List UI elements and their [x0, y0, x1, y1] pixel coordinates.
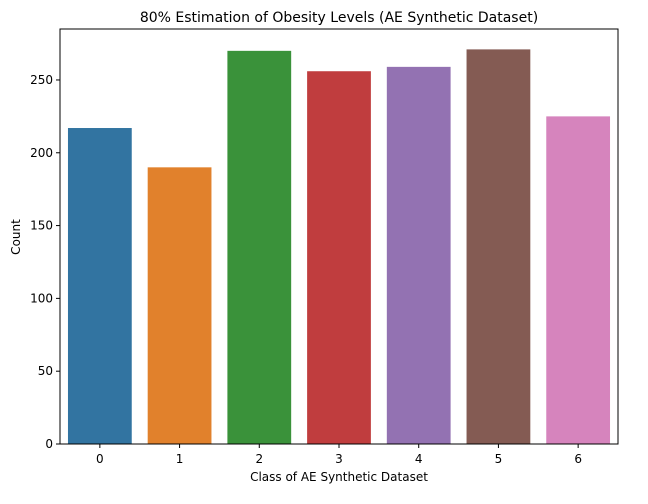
bar-class-3 — [307, 71, 371, 444]
y-tick-label: 150 — [30, 219, 53, 233]
x-tick-label: 1 — [176, 452, 184, 466]
bar-class-5 — [466, 49, 531, 445]
bar-class-2 — [227, 50, 292, 445]
y-tick-label: 250 — [30, 73, 53, 87]
x-tick-label: 5 — [495, 452, 503, 466]
x-tick-label: 0 — [96, 452, 104, 466]
chart-title: 80% Estimation of Obesity Levels (AE Syn… — [140, 10, 538, 26]
y-tick-label: 50 — [38, 364, 53, 378]
x-axis-ticks: 0 1 2 3 4 5 6 — [96, 444, 582, 466]
y-tick-label: 0 — [45, 437, 53, 451]
bar-class-6 — [546, 116, 611, 445]
x-tick-label: 3 — [335, 452, 343, 466]
bar-class-1 — [147, 167, 212, 445]
bar-class-4 — [386, 66, 451, 444]
plot-frame — [59, 28, 619, 445]
x-tick-label: 2 — [255, 452, 263, 466]
x-tick-label: 6 — [574, 452, 582, 466]
bar-class-0 — [67, 128, 132, 444]
y-tick-label: 200 — [30, 146, 53, 160]
x-tick-label: 4 — [415, 452, 423, 466]
y-axis-label: Count — [9, 219, 23, 255]
y-tick-label: 100 — [30, 291, 53, 305]
x-axis-label: Class of AE Synthetic Dataset — [250, 470, 428, 484]
bars-layer — [67, 49, 611, 445]
y-axis-ticks: 0 50 100 150 200 250 — [30, 73, 60, 451]
